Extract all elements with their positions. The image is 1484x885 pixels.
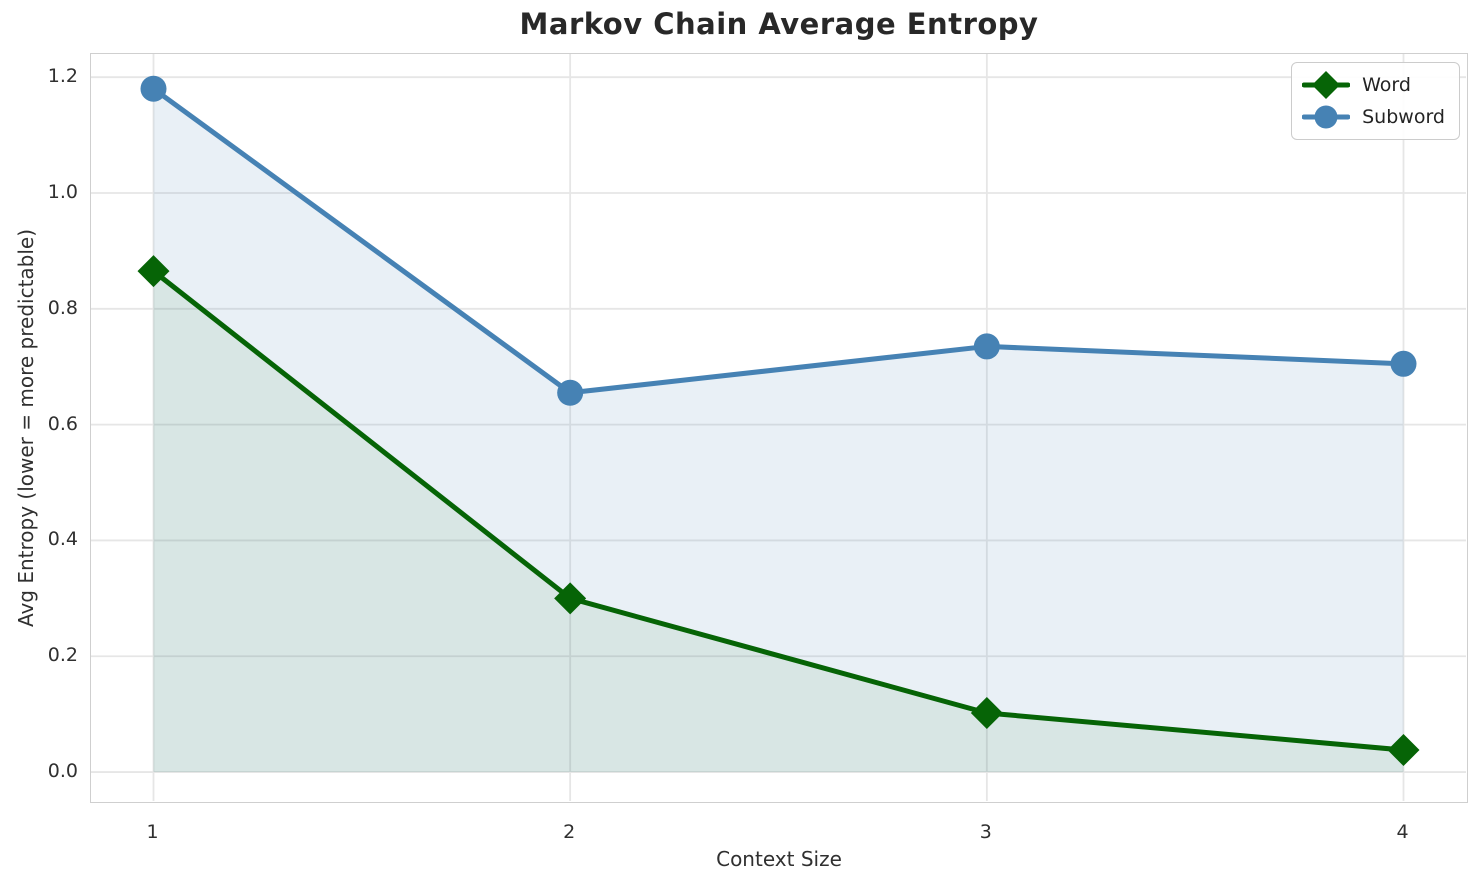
legend-label: Subword (1362, 106, 1445, 128)
plot-canvas (91, 54, 1466, 801)
legend-entry-word: Word (1302, 71, 1445, 99)
chart-title: Markov Chain Average Entropy (519, 7, 1039, 41)
y-tick-label: 0.4 (47, 528, 78, 551)
x-axis-label: Context Size (716, 847, 842, 871)
x-tick-label: 4 (1396, 821, 1409, 843)
diamond-marker-word (970, 696, 1003, 729)
series-line-word (151, 268, 1406, 753)
legend-circle-icon (1302, 105, 1351, 129)
y-tick-label: 0.6 (47, 412, 78, 435)
area-fill-word (153, 271, 1404, 773)
y-tick-label: 0.8 (47, 296, 78, 319)
x-tick-label: 3 (979, 821, 992, 843)
x-tick-label: 2 (563, 821, 576, 843)
legend-label: Word (1362, 74, 1411, 96)
circle-marker-subword (140, 75, 167, 102)
y-tick-label: 0.2 (47, 644, 78, 667)
diamond-marker-word (554, 582, 587, 615)
legend-entry-subword: Subword (1302, 103, 1445, 131)
diamond-marker-word (1387, 734, 1420, 767)
y-tick-label: 1.0 (47, 180, 78, 203)
plot-area: Word Subword (90, 53, 1468, 803)
legend: Word Subword (1291, 62, 1460, 140)
circle-marker-subword (973, 333, 1000, 360)
y-axis-label: Avg Entropy (lower = more predictable) (14, 228, 38, 628)
y-tick-label: 1.2 (47, 65, 78, 88)
legend-diamond-icon (1302, 71, 1351, 99)
circle-marker-subword (1390, 350, 1417, 377)
circle-marker-subword (557, 379, 584, 406)
y-tick-label: 0.0 (47, 760, 78, 783)
area-fill-subword (153, 88, 1404, 773)
diamond-marker-word (137, 255, 170, 288)
series-line-subword (151, 86, 1406, 396)
x-tick-label: 1 (146, 821, 159, 843)
